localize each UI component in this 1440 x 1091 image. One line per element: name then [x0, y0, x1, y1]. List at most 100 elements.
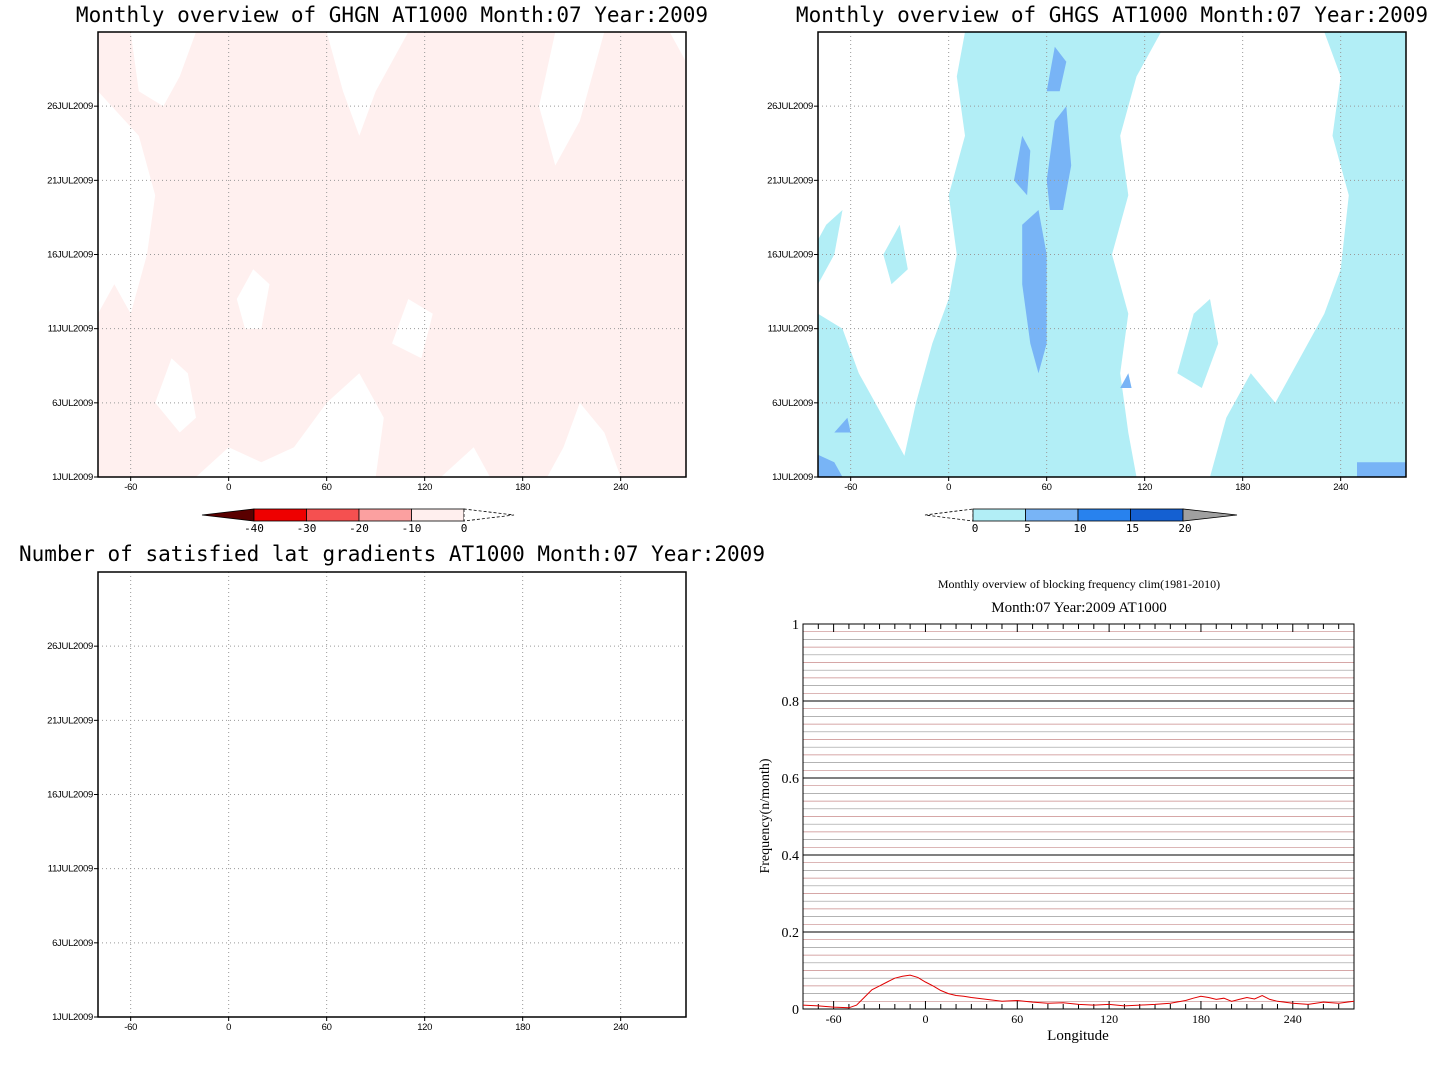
- y-tick-label: 21JUL2009: [767, 175, 813, 186]
- colorbar-label: 5: [1024, 522, 1031, 535]
- x-tick-label: 120: [417, 1022, 432, 1033]
- ghgs-region-0to5-4: [1177, 299, 1219, 388]
- colorbar-label: -40: [244, 522, 264, 535]
- colorbar-label: -10: [402, 522, 422, 535]
- colorbar-box: [411, 508, 465, 522]
- ghgs-region-5to10-6: [834, 417, 851, 433]
- ghgs-panel: Monthly overview of GHGS AT1000 Month:07…: [767, 3, 1428, 535]
- ghgn-title: Monthly overview of GHGN AT1000 Month:07…: [76, 3, 708, 27]
- ghgs-region-5to10-0: [1022, 210, 1047, 374]
- blockfreq-axes: 0 0.2 0.4 0.6 0.8 1 -60 0 60 120 180 240: [782, 618, 1355, 1026]
- x-tick-label: -60: [826, 1012, 842, 1026]
- ghgn-colorbar: -40 -30 -20 -10 0: [201, 508, 515, 535]
- latgrad-panel: Number of satisfied lat gradients AT1000…: [19, 542, 765, 1033]
- x-tick-label: -60: [844, 482, 857, 493]
- ghgn-region-0: [98, 32, 686, 477]
- x-tick-label: 240: [1284, 1012, 1302, 1026]
- colorbar-label: 0: [972, 522, 979, 535]
- y-tick-label: 0.6: [782, 772, 800, 787]
- x-tick-label: 240: [1333, 482, 1348, 493]
- ghgn-region-3: [392, 299, 433, 359]
- ghgs-region-5to10-5: [1046, 46, 1067, 92]
- y-tick-label: 26JUL2009: [767, 101, 813, 112]
- x-tick-label: 0: [226, 482, 231, 493]
- x-tick-label: 0: [922, 1012, 928, 1026]
- x-tick-label: -60: [124, 1022, 137, 1033]
- ghgs-region-0to5-5: [883, 224, 908, 285]
- y-tick-label: 11JUL2009: [48, 324, 93, 335]
- blockfreq-grid: [803, 631, 1354, 1002]
- y-tick-label: 0.4: [782, 849, 800, 864]
- colorbar-label: -20: [349, 522, 369, 535]
- ghgn-region-2: [236, 269, 270, 329]
- colorbar-box: [1077, 508, 1131, 522]
- x-tick-label: 0: [226, 1022, 231, 1033]
- x-tick-label: 180: [515, 1022, 530, 1033]
- y-tick-label: 21JUL2009: [47, 715, 93, 726]
- y-tick-label: 0: [792, 1003, 799, 1018]
- x-tick-label: 60: [322, 1022, 332, 1033]
- colorbar-box: [306, 508, 360, 522]
- x-tick-label: 120: [1100, 1012, 1118, 1026]
- y-tick-label: 1JUL2009: [52, 1012, 93, 1023]
- colorbar-extend-low: [201, 508, 255, 522]
- x-tick-label: 120: [1137, 482, 1152, 493]
- x-tick-label: 60: [1042, 482, 1052, 493]
- colorbar-label: 0: [461, 522, 468, 535]
- y-tick-label: 6JUL2009: [52, 938, 93, 949]
- colorbar-box: [358, 508, 412, 522]
- x-tick-label: 180: [1192, 1012, 1210, 1026]
- ghgs-region-5to10-3: [818, 454, 843, 477]
- y-tick-label: 16JUL2009: [47, 790, 93, 801]
- colorbar-extend-high: [1182, 508, 1238, 522]
- y-tick-label: 6JUL2009: [772, 398, 813, 409]
- y-tick-label: 16JUL2009: [47, 250, 93, 261]
- y-tick-label: 11JUL2009: [48, 864, 93, 875]
- ghgn-shaded-field: [98, 32, 686, 477]
- y-tick-label: 26JUL2009: [47, 641, 93, 652]
- colorbar-label: 20: [1178, 522, 1191, 535]
- y-tick-label: 21JUL2009: [47, 175, 93, 186]
- colorbar-box: [972, 508, 1026, 522]
- y-tick-label: 1JUL2009: [52, 472, 93, 483]
- y-tick-label: 0.2: [782, 926, 800, 941]
- x-tick-label: 240: [613, 1022, 628, 1033]
- y-tick-label: 11JUL2009: [768, 324, 813, 335]
- y-tick-label: 1: [792, 618, 799, 633]
- ghgn-region-1: [155, 358, 196, 433]
- ghgs-region-5to10-2: [1046, 106, 1072, 210]
- ghgs-region-0to5-0: [818, 313, 916, 477]
- ghgs-title: Monthly overview of GHGS AT1000 Month:07…: [796, 3, 1428, 27]
- ghgs-axes: -60 0 60 120 180 240 1JUL2009 6JUL2009 11JUL2009…: [767, 101, 1348, 493]
- colorbar-label: 15: [1126, 522, 1139, 535]
- y-tick-label: 6JUL2009: [52, 398, 93, 409]
- latgrad-title: Number of satisfied lat gradients AT1000…: [19, 542, 765, 566]
- x-tick-label: 180: [515, 482, 530, 493]
- colorbar-extend-high: [463, 508, 515, 522]
- ghgs-region-5to10-7: [1120, 373, 1132, 388]
- x-tick-label: 180: [1235, 482, 1250, 493]
- colorbar-label: -30: [297, 522, 317, 535]
- x-tick-label: 120: [417, 482, 432, 493]
- blockfreq-xlabel: Longitude: [1047, 1028, 1109, 1044]
- blockfreq-panel: Monthly overview of blocking frequency c…: [758, 577, 1355, 1044]
- ghgs-region-0to5-2: [818, 210, 843, 285]
- ghgn-panel: Monthly overview of GHGN AT1000 Month:07…: [47, 3, 708, 535]
- ghgs-region-0to5-3: [1210, 32, 1406, 477]
- colorbar-box: [1025, 508, 1079, 522]
- blockfreq-ylabel: Frequency(n/month): [758, 758, 773, 873]
- y-tick-label: 26JUL2009: [47, 101, 93, 112]
- colorbar-box: [1130, 508, 1184, 522]
- blockfreq-title: Monthly overview of blocking frequency c…: [938, 577, 1220, 591]
- y-tick-label: 0.8: [782, 695, 800, 710]
- x-tick-label: 0: [946, 482, 951, 493]
- blockfreq-series-line: [802, 974, 1355, 1009]
- x-tick-label: 60: [322, 482, 332, 493]
- colorbar-label: 10: [1073, 522, 1086, 535]
- x-tick-label: 240: [613, 482, 628, 493]
- latgrad-axes: -60 0 60 120 180 240 1JUL2009 6JUL2009 11JUL2009…: [47, 641, 628, 1033]
- x-tick-label: 60: [1011, 1012, 1023, 1026]
- y-tick-label: 16JUL2009: [767, 250, 813, 261]
- ghgn-axes: -60 0 60 120 180 240 1JUL2009 6JUL2009 11JUL2009…: [47, 101, 628, 493]
